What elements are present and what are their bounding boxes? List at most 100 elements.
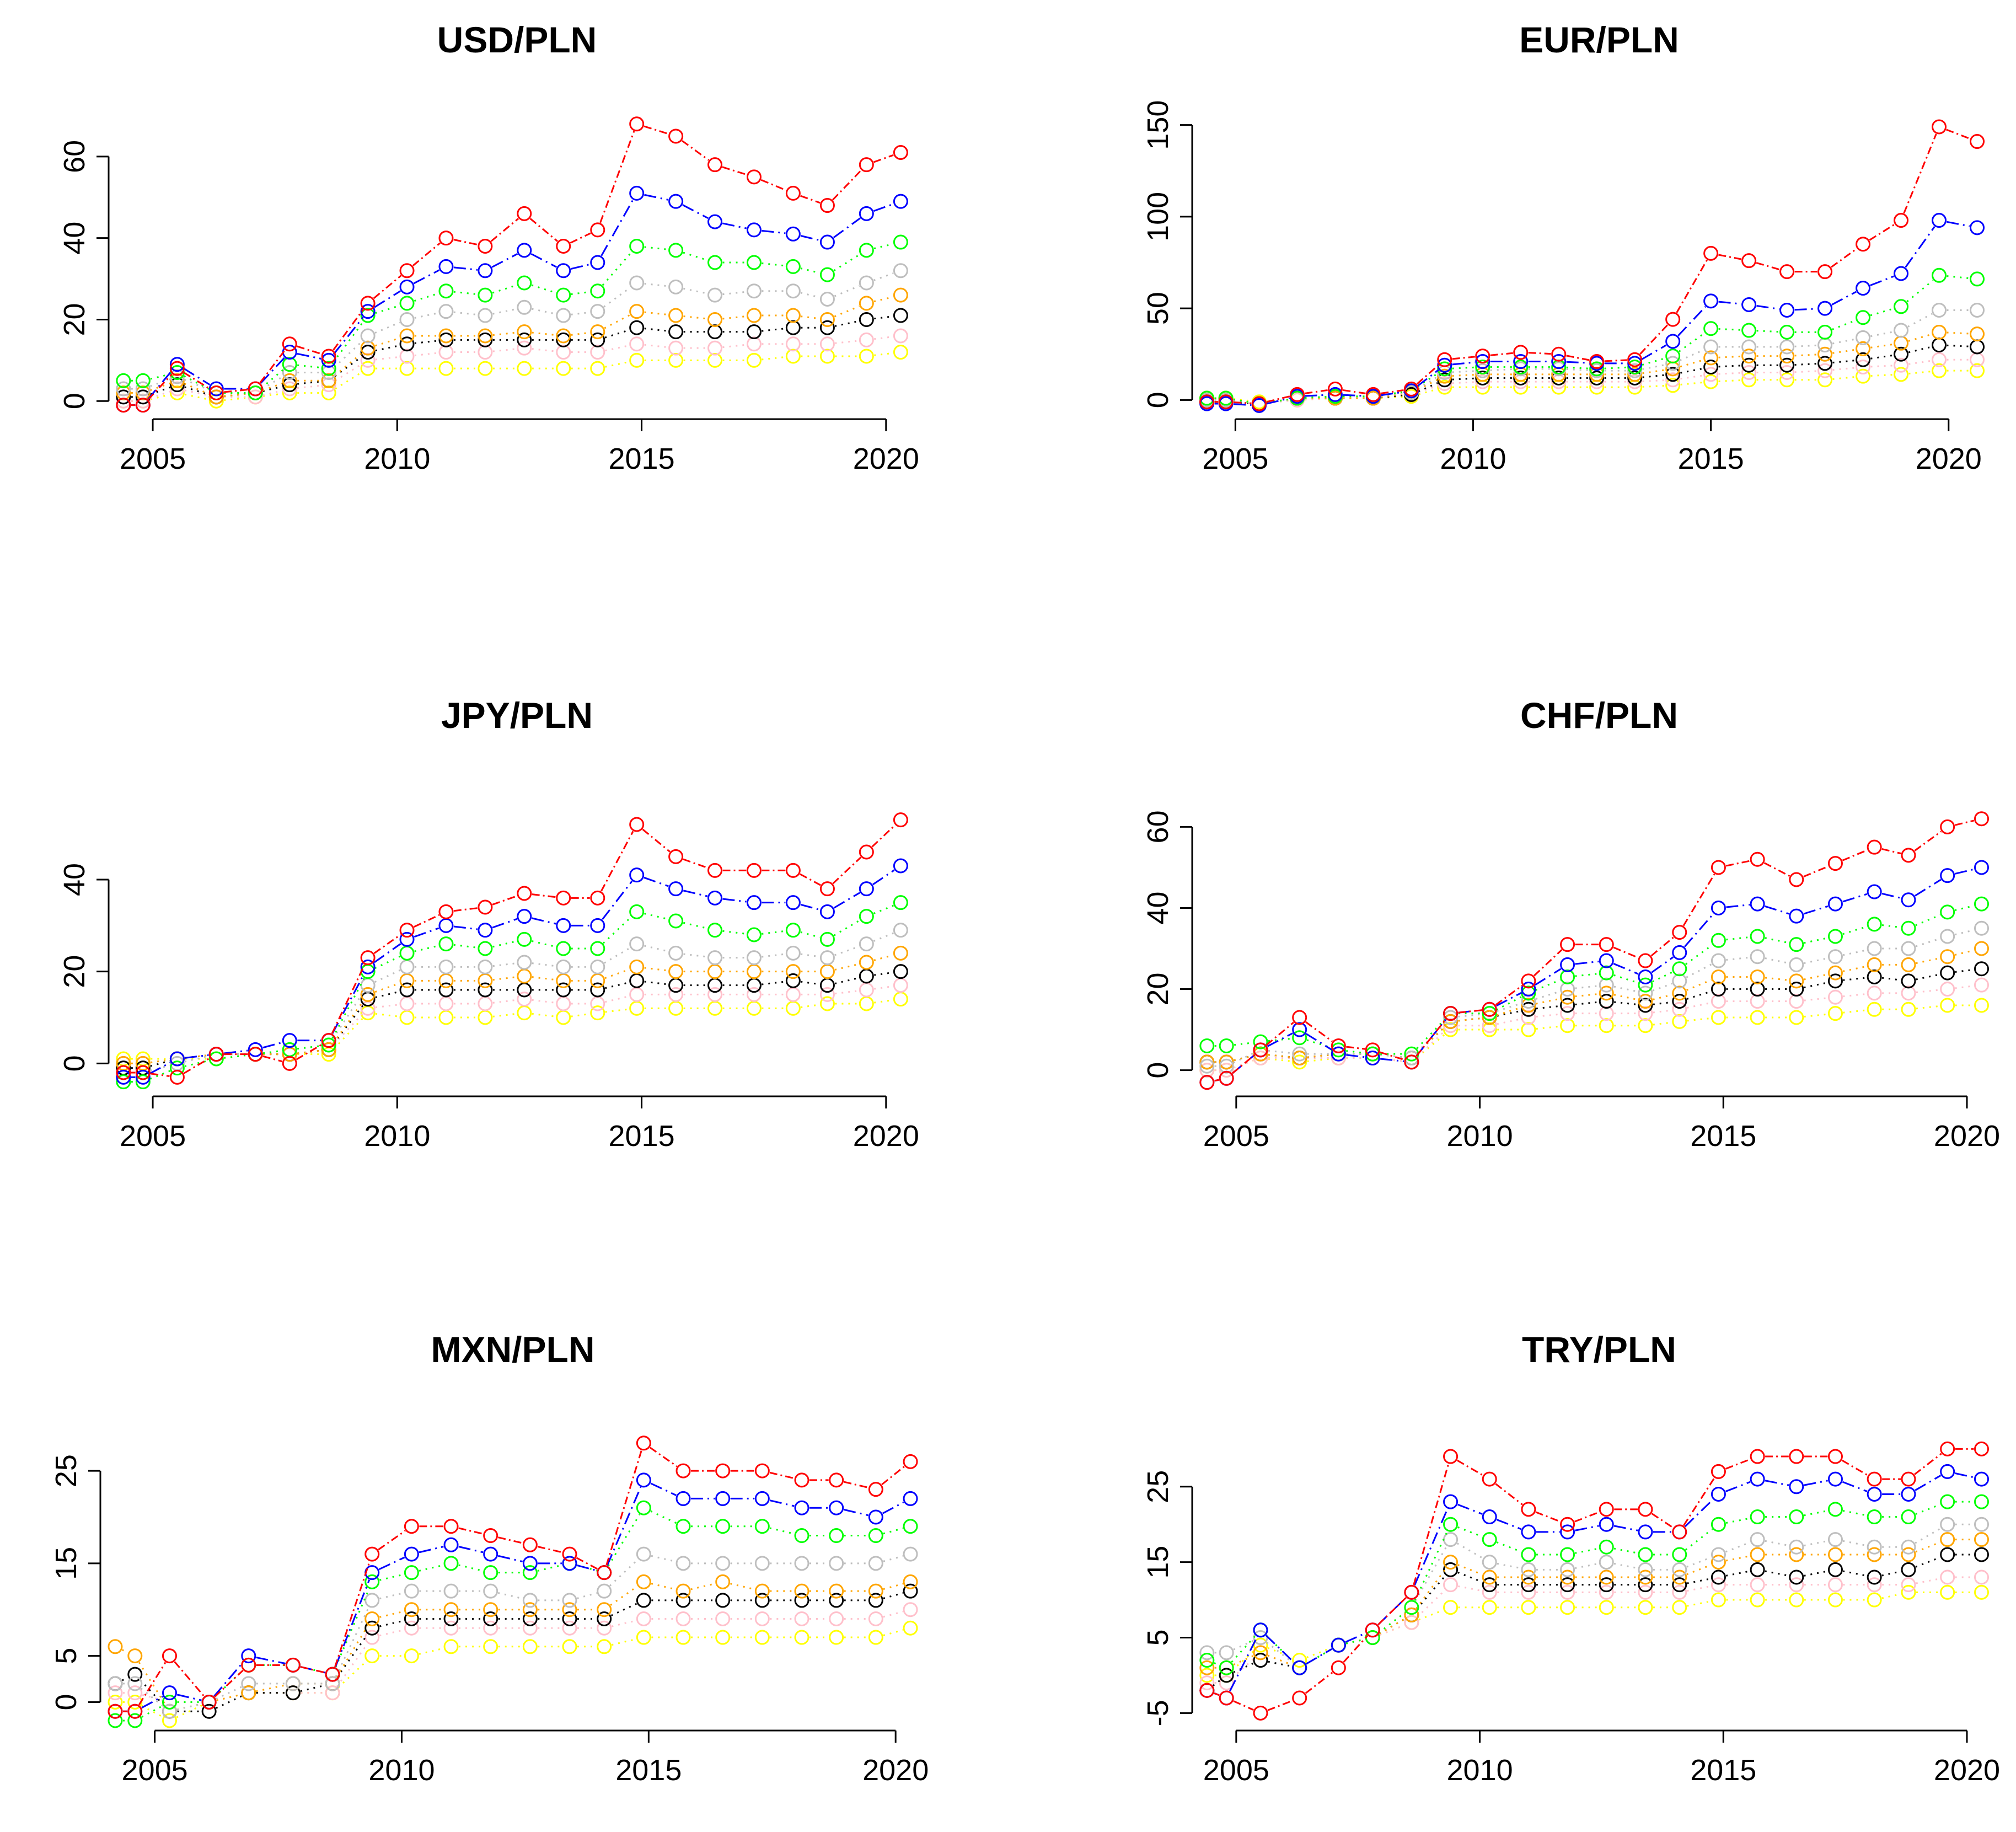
- series-segment: [1803, 905, 1829, 915]
- data-point: [1638, 953, 1653, 968]
- series-group: [1199, 1441, 1989, 1721]
- data-point: [785, 259, 801, 274]
- data-point: [1219, 1070, 1234, 1086]
- data-point: [1750, 851, 1765, 867]
- series-segment: [537, 1564, 562, 1572]
- series-segment: [1458, 1009, 1482, 1014]
- series-group: [1199, 119, 1985, 413]
- series-segment: [1908, 333, 1932, 342]
- series-segment: [260, 357, 285, 384]
- series-segment: [644, 125, 669, 135]
- series-group: [108, 1435, 918, 1728]
- data-point: [1627, 352, 1643, 367]
- series-segment: [1535, 1511, 1561, 1523]
- series-segment: [151, 1073, 170, 1077]
- data-point: [443, 1639, 459, 1654]
- data-point: [1741, 372, 1757, 388]
- data-point: [1901, 985, 1916, 1001]
- data-point: [1199, 1054, 1215, 1070]
- data-point: [1856, 237, 1871, 252]
- data-point: [135, 1074, 151, 1090]
- data-point: [399, 279, 415, 294]
- data-point: [668, 243, 684, 258]
- data-point: [1827, 989, 1843, 1005]
- data-point: [1711, 994, 1726, 1009]
- data-point: [1404, 1615, 1419, 1630]
- data-point: [829, 1630, 844, 1645]
- panel-title: USD/PLN: [437, 19, 597, 60]
- data-point: [1638, 985, 1653, 1001]
- data-point: [1475, 354, 1490, 369]
- data-point: [517, 886, 532, 901]
- data-point: [1970, 271, 1985, 287]
- data-point: [1482, 1555, 1497, 1570]
- data-point: [360, 304, 376, 319]
- series-segment: [453, 925, 478, 930]
- data-point: [1219, 1645, 1234, 1660]
- data-point: [1521, 1502, 1536, 1517]
- data-point: [562, 1546, 577, 1562]
- data-point: [1817, 372, 1833, 388]
- data-point: [868, 1556, 883, 1571]
- data-point: [707, 324, 723, 340]
- data-point: [1867, 917, 1882, 932]
- data-point: [1672, 1562, 1687, 1577]
- series-segment: [531, 284, 556, 294]
- data-point: [1672, 961, 1687, 977]
- data-point: [675, 1556, 691, 1571]
- data-point: [893, 287, 908, 303]
- series-segment: [334, 1579, 371, 1668]
- data-point: [1932, 213, 1947, 228]
- series-segment: [149, 1062, 171, 1075]
- data-point: [1521, 1584, 1536, 1600]
- data-point: [1331, 1051, 1346, 1066]
- data-point: [443, 1620, 459, 1636]
- data-point: [1940, 904, 1955, 920]
- series-segment: [297, 384, 321, 389]
- data-point: [116, 389, 131, 405]
- panel-title: JPY/PLN: [441, 695, 593, 736]
- data-point: [629, 336, 645, 352]
- series-segment: [644, 344, 668, 349]
- data-point: [1856, 341, 1871, 356]
- series-segment: [1613, 946, 1639, 959]
- data-point: [754, 1630, 770, 1645]
- series-segment: [1345, 1632, 1366, 1643]
- data-point: [1253, 1645, 1268, 1660]
- series-segment: [1955, 1472, 1975, 1479]
- data-point: [108, 1639, 123, 1654]
- series-segment: [1346, 1054, 1365, 1058]
- data-point: [819, 881, 835, 897]
- data-point: [819, 904, 835, 919]
- series-segment: [799, 873, 821, 886]
- series-segment: [379, 1620, 405, 1627]
- data-point: [1970, 302, 1985, 318]
- data-point: [1253, 1034, 1268, 1049]
- data-point: [116, 381, 131, 397]
- data-point: [746, 927, 762, 942]
- data-point: [1638, 969, 1653, 984]
- series-5: [1199, 941, 1989, 1070]
- data-point: [746, 169, 762, 185]
- x-tick-label: 2015: [608, 442, 674, 475]
- data-point: [746, 283, 762, 299]
- panel-title: MXN/PLN: [431, 1329, 595, 1370]
- series-segment: [602, 880, 633, 920]
- data-point: [1513, 360, 1529, 375]
- data-point: [1970, 326, 1985, 342]
- series-segment: [414, 914, 439, 928]
- series-segment: [834, 305, 860, 318]
- data-point: [556, 287, 571, 303]
- series-segment: [1214, 1692, 1220, 1696]
- series-segment: [224, 389, 248, 393]
- data-point: [1974, 1517, 1989, 1532]
- data-point: [668, 945, 684, 961]
- data-point: [597, 1602, 612, 1617]
- data-point: [859, 312, 874, 327]
- data-point: [1331, 1660, 1346, 1675]
- series-segment: [1915, 1527, 1942, 1544]
- data-point: [903, 1546, 918, 1562]
- data-point: [108, 1676, 123, 1691]
- series-segment: [1841, 1459, 1868, 1476]
- series-5: [116, 287, 908, 405]
